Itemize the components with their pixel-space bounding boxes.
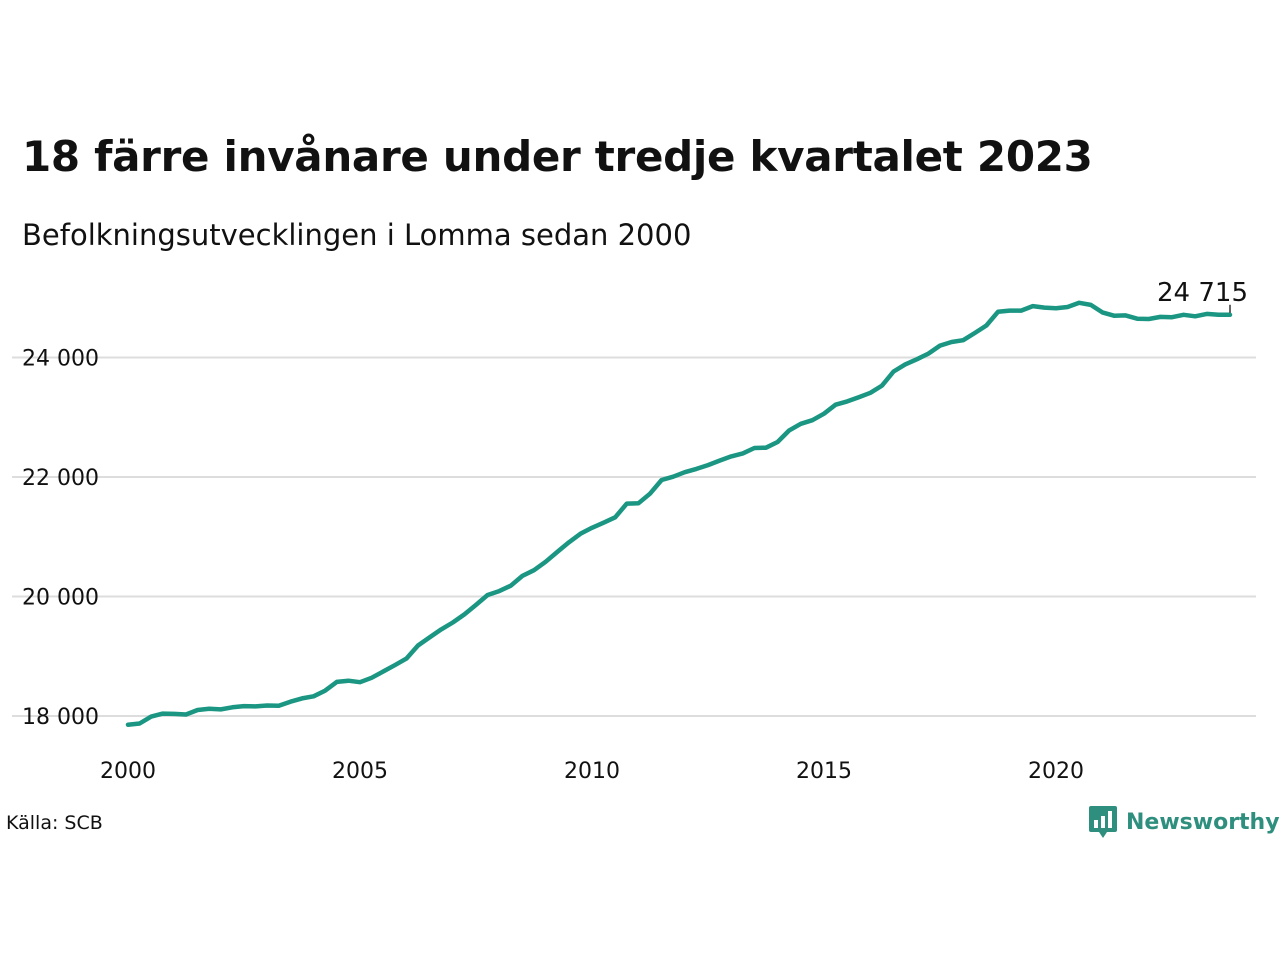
x-tick-label: 2020 bbox=[1028, 759, 1084, 784]
annotations: 24 715 bbox=[1157, 278, 1248, 313]
x-tick-label: 2000 bbox=[100, 759, 156, 784]
chart-title: 18 färre invånare under tredje kvartalet… bbox=[22, 132, 1093, 181]
brand-name: Newsworthy bbox=[1126, 809, 1280, 835]
x-tick-label: 2005 bbox=[332, 759, 388, 784]
series bbox=[125, 300, 1233, 727]
brand-logo: Newsworthy bbox=[1088, 804, 1280, 840]
chart-subtitle: Befolkningsutvecklingen i Lomma sedan 20… bbox=[22, 218, 692, 252]
series-line bbox=[125, 300, 1233, 727]
y-tick-label: 22 000 bbox=[22, 466, 99, 491]
end-value-label: 24 715 bbox=[1157, 278, 1248, 308]
x-tick-label: 2015 bbox=[796, 759, 852, 784]
y-tick-label: 24 000 bbox=[22, 347, 99, 372]
newsworthy-logo-icon bbox=[1089, 806, 1117, 838]
y-tick-label: 20 000 bbox=[22, 586, 99, 611]
y-tick-label: 18 000 bbox=[22, 705, 99, 730]
source-note: Källa: SCB bbox=[6, 812, 103, 834]
x-tick-label: 2010 bbox=[564, 759, 620, 784]
gridlines bbox=[12, 356, 1256, 717]
y-axis: 18 000 20 000 22 000 24 000 bbox=[22, 347, 99, 731]
x-axis: 2000 2005 2010 2015 2020 bbox=[100, 759, 1084, 784]
